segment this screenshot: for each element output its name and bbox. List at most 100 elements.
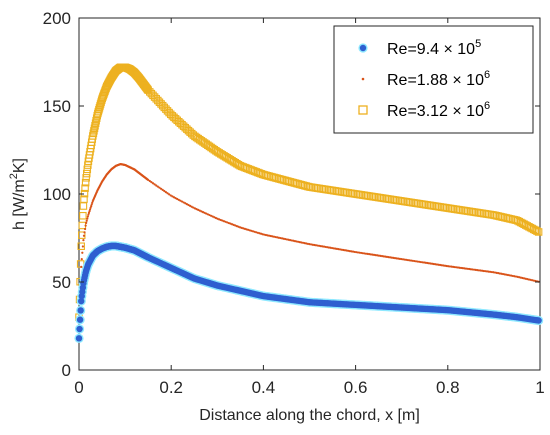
data-point <box>83 227 87 231</box>
legend-marker <box>361 77 365 81</box>
y-tick-label: 50 <box>52 273 71 292</box>
x-tick-label: 0.8 <box>436 378 460 397</box>
data-point <box>472 268 476 271</box>
data-point <box>182 201 185 204</box>
data-point <box>442 264 445 267</box>
y-tick-label: 0 <box>62 361 71 380</box>
data-point <box>83 165 92 174</box>
data-point <box>95 104 104 112</box>
data-point <box>90 127 98 135</box>
series-layer <box>74 63 544 343</box>
data-point <box>88 208 92 211</box>
data-point <box>376 254 379 257</box>
data-point <box>156 185 159 188</box>
data-point <box>416 260 419 263</box>
data-point <box>452 265 455 268</box>
legend-label: Re=1.88 × 106 <box>387 69 490 89</box>
data-point <box>79 212 87 220</box>
data-point <box>84 161 92 169</box>
legend-label-times: × 10 <box>448 72 484 89</box>
data-point <box>358 251 361 254</box>
data-point <box>163 189 166 193</box>
data-point <box>469 268 472 271</box>
data-point <box>143 85 152 94</box>
legend-label-times: × 10 <box>439 41 475 58</box>
data-point <box>75 335 83 342</box>
data-point <box>78 231 86 239</box>
data-point <box>91 119 100 127</box>
data-point <box>91 201 94 204</box>
data-point <box>534 228 543 236</box>
data-point <box>363 252 366 255</box>
data-point <box>89 132 97 140</box>
data-point <box>406 258 410 262</box>
x-tick-label: 0.2 <box>159 378 183 397</box>
data-point <box>85 219 88 222</box>
data-point <box>189 204 192 207</box>
x-tick-label: 0.6 <box>344 378 368 397</box>
data-point <box>422 261 426 264</box>
data-point <box>168 193 171 196</box>
data-point <box>90 205 93 208</box>
data-point <box>476 269 479 272</box>
data-point <box>159 187 163 190</box>
data-point <box>76 316 84 323</box>
legend-label-base: Re=9.4 <box>387 41 439 58</box>
data-point <box>458 266 461 269</box>
data-point <box>151 182 155 185</box>
legend-label-exp: 5 <box>475 38 481 50</box>
data-point <box>85 221 88 224</box>
data-point <box>464 267 468 270</box>
data-point <box>421 261 424 264</box>
data-point <box>81 184 89 192</box>
data-point <box>435 263 439 266</box>
data-point <box>401 258 405 261</box>
data-point <box>87 211 91 214</box>
data-point <box>385 255 389 258</box>
data-point <box>88 210 91 213</box>
data-point <box>477 269 481 272</box>
data-point <box>158 186 161 189</box>
data-point <box>439 263 442 267</box>
data-point <box>361 252 364 255</box>
data-point <box>369 253 372 256</box>
data-point <box>187 203 190 207</box>
data-point <box>96 102 104 110</box>
data-point <box>153 183 156 186</box>
data-point <box>393 256 397 260</box>
data-point <box>447 265 450 268</box>
data-point <box>366 252 369 256</box>
data-point <box>82 169 91 178</box>
data-point <box>190 205 193 208</box>
legend-entry-1: Re=9.4 × 105 <box>358 38 481 58</box>
ticks-layer: 0 0.2 0.4 0.6 0.8 1 0 50 100 150 200 <box>43 9 545 397</box>
data-point <box>80 195 88 203</box>
data-point <box>371 253 374 256</box>
data-point <box>398 257 401 260</box>
y-tick-label: 150 <box>43 97 71 116</box>
data-point <box>377 254 380 257</box>
data-point <box>389 256 392 259</box>
data-point <box>487 270 490 273</box>
data-point <box>77 307 84 314</box>
series-3 <box>75 63 543 321</box>
y-axis-title-suffix: K] <box>11 158 28 173</box>
data-point <box>456 266 460 269</box>
legend-label: Re=9.4 × 105 <box>387 38 481 58</box>
data-point <box>466 267 469 270</box>
data-point <box>81 251 84 254</box>
data-point <box>397 257 400 260</box>
x-tick-label: 0 <box>74 378 83 397</box>
data-point <box>429 262 432 265</box>
data-point <box>460 266 463 270</box>
data-point <box>353 250 356 254</box>
y-axis-title: h [W/m2K] <box>8 158 28 230</box>
legend-label-exp: 6 <box>484 69 490 81</box>
data-point <box>427 262 430 265</box>
data-point <box>82 234 86 237</box>
data-point <box>419 260 422 264</box>
data-point <box>426 261 429 265</box>
series-1 <box>74 241 544 343</box>
data-point <box>83 231 86 234</box>
